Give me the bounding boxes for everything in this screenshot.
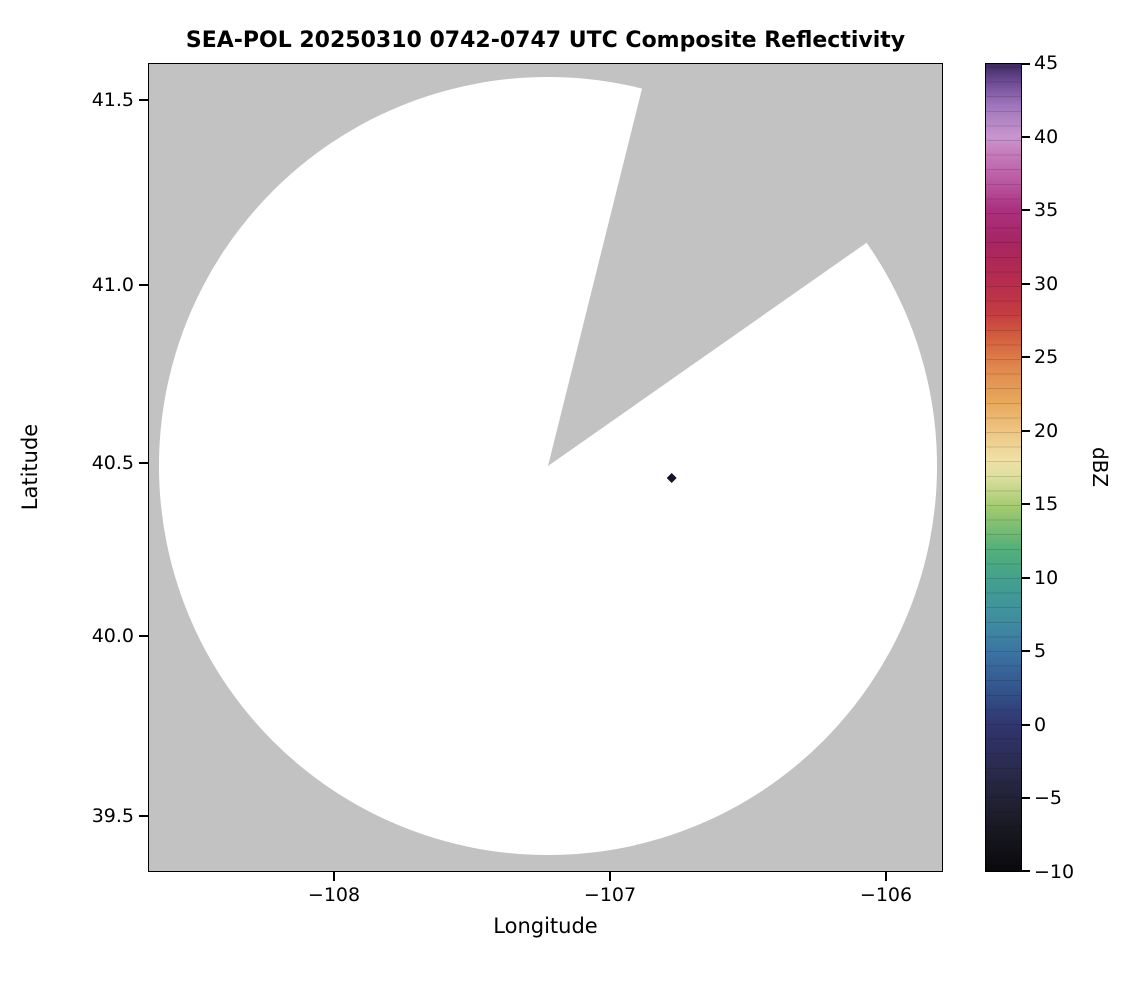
colorbar-tick-mark: [1022, 283, 1030, 285]
colorbar-tick-label: 40: [1034, 126, 1059, 148]
colorbar-tick-mark: [1022, 430, 1030, 432]
colorbar-tick-label: 20: [1034, 420, 1059, 442]
plot-title: SEA-POL 20250310 0742-0747 UTC Composite…: [185, 28, 906, 53]
colorbar: [985, 63, 1022, 872]
y-tick-label: 41.0: [91, 274, 134, 296]
colorbar-tick-mark: [1022, 503, 1030, 505]
colorbar-tick-mark: [1022, 797, 1030, 799]
colorbar-tick-label: −10: [1034, 861, 1075, 883]
colorbar-tick-mark: [1022, 724, 1030, 726]
x-axis-label: Longitude: [493, 914, 598, 938]
colorbar-tick-mark: [1022, 209, 1030, 211]
colorbar-tick-mark: [1022, 650, 1030, 652]
y-tick-mark: [139, 99, 148, 101]
y-tick-label: 40.5: [91, 452, 134, 474]
x-tick-label: −108: [307, 884, 361, 906]
colorbar-tick-label: 10: [1034, 567, 1059, 589]
colorbar-tick-mark: [1022, 356, 1030, 358]
y-tick-label: 40.0: [91, 625, 134, 647]
colorbar-tick-mark: [1022, 870, 1030, 872]
colorbar-axis-label: dBZ: [1088, 446, 1112, 488]
y-tick-label: 41.5: [91, 89, 134, 111]
colorbar-tick-label: 0: [1034, 714, 1047, 736]
x-tick-label: −106: [859, 884, 913, 906]
y-tick-mark: [139, 635, 148, 637]
colorbar-tick-label: 25: [1034, 346, 1059, 368]
y-tick-mark: [139, 284, 148, 286]
x-tick-mark: [885, 872, 887, 881]
colorbar-tick-label: 35: [1034, 199, 1059, 221]
colorbar-tick-label: 45: [1034, 52, 1059, 74]
radar-echo-point: [666, 472, 677, 483]
colorbar-tick-label: 30: [1034, 273, 1059, 295]
x-tick-mark: [333, 872, 335, 881]
colorbar-tick-mark: [1022, 136, 1030, 138]
y-tick-mark: [139, 462, 148, 464]
plot-area: [148, 63, 943, 872]
colorbar-tick-label: −5: [1034, 787, 1063, 809]
radar-map: [149, 64, 942, 871]
x-tick-mark: [609, 872, 611, 881]
blocked-sector: [547, 64, 942, 467]
y-axis-label: Latitude: [18, 423, 42, 511]
colorbar-tick-label: 15: [1034, 493, 1059, 515]
x-tick-label: −107: [583, 884, 637, 906]
colorbar-tick-label: 5: [1034, 640, 1047, 662]
y-tick-mark: [139, 815, 148, 817]
colorbar-tick-mark: [1022, 63, 1030, 65]
y-tick-label: 39.5: [91, 805, 134, 827]
colorbar-tick-mark: [1022, 577, 1030, 579]
